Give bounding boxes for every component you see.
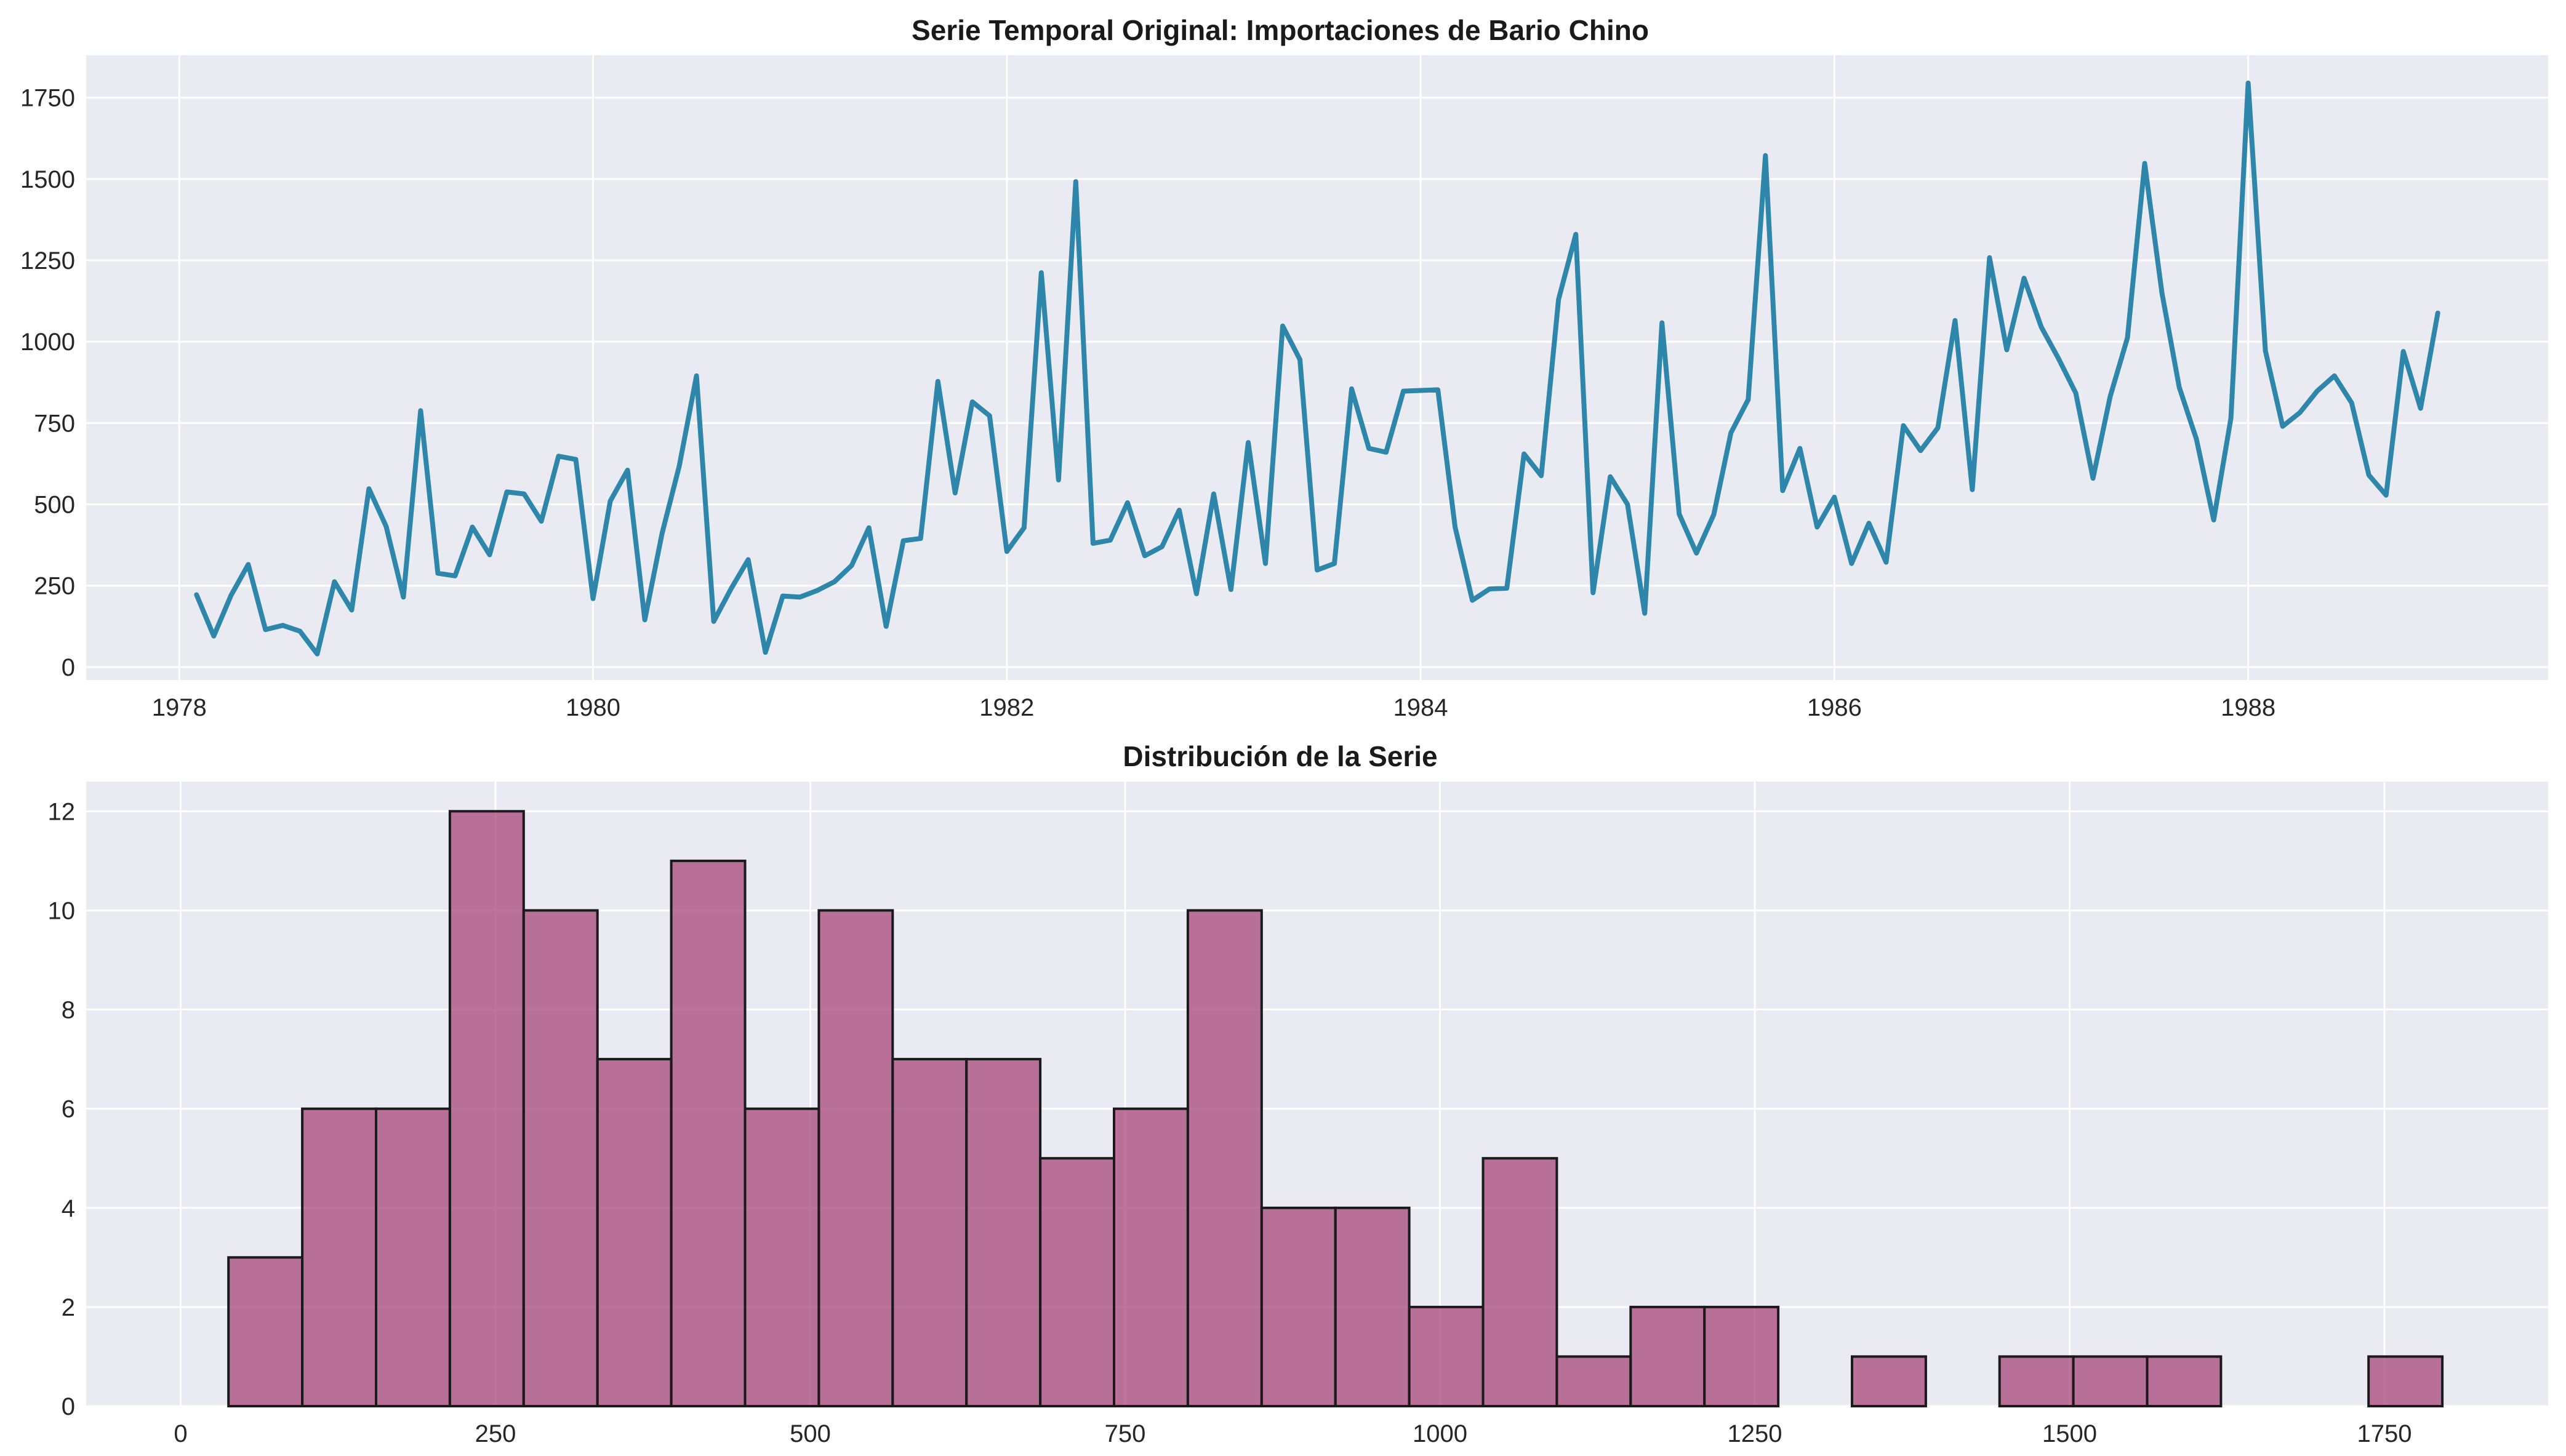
x-tick-label: 1250: [1728, 1420, 1782, 1447]
y-axis: 0 2 4 6 8 10 12: [48, 798, 76, 1420]
histogram-bar: [1555, 1355, 1632, 1407]
x-tick-label: 1980: [566, 694, 620, 721]
histogram-bar: [1334, 1206, 1411, 1408]
y-tick-label: 500: [34, 492, 75, 519]
histogram-bar: [227, 1256, 304, 1408]
y-tick-label: 4: [62, 1195, 75, 1222]
y-tick-label: 12: [48, 798, 76, 825]
histogram-bar: [596, 1058, 673, 1407]
histogram-bar: [1703, 1305, 1780, 1407]
x-tick-label: 500: [790, 1420, 831, 1447]
x-tick-label: 1978: [152, 694, 207, 721]
y-tick-label: 750: [34, 410, 75, 437]
plot-area: [86, 55, 2548, 680]
x-tick-label: 1984: [1393, 694, 1448, 721]
x-tick-label: 0: [174, 1420, 187, 1447]
y-tick-label: 6: [62, 1096, 75, 1123]
histogram-bar: [891, 1058, 968, 1407]
chart-title: Distribución de la Serie: [1123, 740, 1437, 772]
histogram-bar: [1408, 1305, 1485, 1407]
histogram-bar: [1998, 1355, 2075, 1407]
histogram-bar: [522, 909, 599, 1407]
histogram-bars: [227, 810, 2444, 1408]
chart-title: Serie Temporal Original: Importaciones d…: [912, 14, 1649, 46]
histogram-bar: [817, 909, 894, 1407]
histogram-bar: [2072, 1355, 2149, 1407]
histogram-bar: [1039, 1157, 1115, 1407]
histogram-bar: [965, 1058, 1042, 1407]
x-tick-label: 750: [1105, 1420, 1146, 1447]
x-tick-label: 1988: [2221, 694, 2275, 721]
y-tick-label: 1250: [20, 247, 75, 274]
histogram-bar: [2146, 1355, 2223, 1407]
histogram-bar: [2367, 1355, 2444, 1407]
x-tick-label: 1986: [1807, 694, 1862, 721]
x-axis: 1978 1980 1982 1984 1986 1988: [152, 694, 2275, 721]
y-tick-label: 250: [34, 573, 75, 600]
x-tick-label: 1000: [1413, 1420, 1467, 1447]
y-tick-label: 8: [62, 997, 75, 1024]
x-axis: 0 250 500 750 1000 1250 1500 1750: [174, 1420, 2412, 1447]
y-tick-label: 0: [62, 1393, 75, 1420]
histogram-bar: [670, 859, 747, 1407]
histogram-bar: [448, 810, 525, 1408]
histogram-chart: Distribución de la Serie 0 250 500 750 1000 1…: [48, 740, 2548, 1447]
x-tick-label: 1500: [2042, 1420, 2097, 1447]
histogram-bar: [1851, 1355, 1927, 1407]
x-tick-label: 1982: [979, 694, 1034, 721]
y-tick-label: 1500: [20, 166, 75, 193]
x-tick-label: 250: [475, 1420, 516, 1447]
histogram-bar: [1481, 1157, 1558, 1407]
time-series-chart: Serie Temporal Original: Importaciones d…: [20, 14, 2548, 721]
grid: [86, 55, 2548, 680]
y-tick-label: 0: [62, 654, 75, 681]
histogram-bar: [1113, 1107, 1189, 1407]
histogram-bar: [1260, 1206, 1337, 1408]
histogram-bar: [1629, 1305, 1706, 1407]
y-tick-label: 10: [48, 897, 76, 924]
x-tick-label: 1750: [2357, 1420, 2412, 1447]
y-axis: 0 250 500 750 1000 1250 1500 1750: [20, 85, 75, 681]
histogram-bar: [744, 1107, 820, 1407]
y-tick-label: 1750: [20, 85, 75, 112]
histogram-bar: [375, 1107, 451, 1407]
histogram-bar: [301, 1107, 378, 1407]
y-tick-label: 2: [62, 1294, 75, 1321]
y-tick-label: 1000: [20, 329, 75, 356]
histogram-bar: [1186, 909, 1263, 1407]
series-line: [194, 80, 2440, 657]
